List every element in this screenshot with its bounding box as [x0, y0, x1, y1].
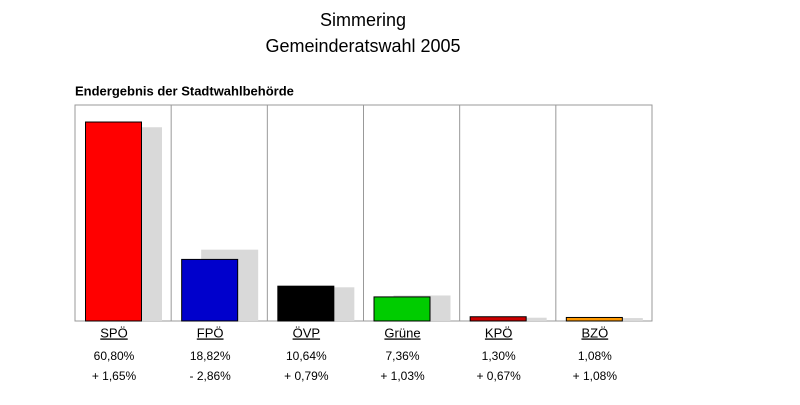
- change-label: + 0,67%: [476, 369, 521, 383]
- x-tick-label: KPÖ: [485, 325, 512, 340]
- value-label: 1,08%: [578, 349, 612, 363]
- bar: [373, 296, 431, 322]
- x-tick-label: SPÖ: [100, 325, 127, 340]
- x-tick-label: Grüne: [384, 325, 420, 340]
- chart-subtitle: Gemeinderatswahl 2005: [265, 36, 460, 56]
- chart-title: Simmering: [320, 10, 406, 30]
- x-tick-label: FPÖ: [197, 325, 224, 340]
- value-label: 18,82%: [190, 349, 231, 363]
- value-label: 1,30%: [482, 349, 516, 363]
- chart-caption: Endergebnis der Stadtwahlbehörde: [75, 83, 294, 98]
- bar: [565, 316, 623, 322]
- bar: [277, 285, 335, 322]
- change-label: + 1,08%: [573, 369, 618, 383]
- value-label: 7,36%: [385, 349, 419, 363]
- change-label: - 2,86%: [189, 369, 231, 383]
- change-label: + 1,03%: [380, 369, 425, 383]
- bar: [469, 316, 527, 322]
- value-label: 60,80%: [94, 349, 135, 363]
- change-label: + 0,79%: [284, 369, 329, 383]
- bar: [181, 258, 239, 322]
- x-tick-label: BZÖ: [581, 325, 608, 340]
- x-tick-label: ÖVP: [293, 325, 320, 340]
- bar: [85, 121, 142, 322]
- change-label: + 1,65%: [92, 369, 137, 383]
- value-label: 10,64%: [286, 349, 327, 363]
